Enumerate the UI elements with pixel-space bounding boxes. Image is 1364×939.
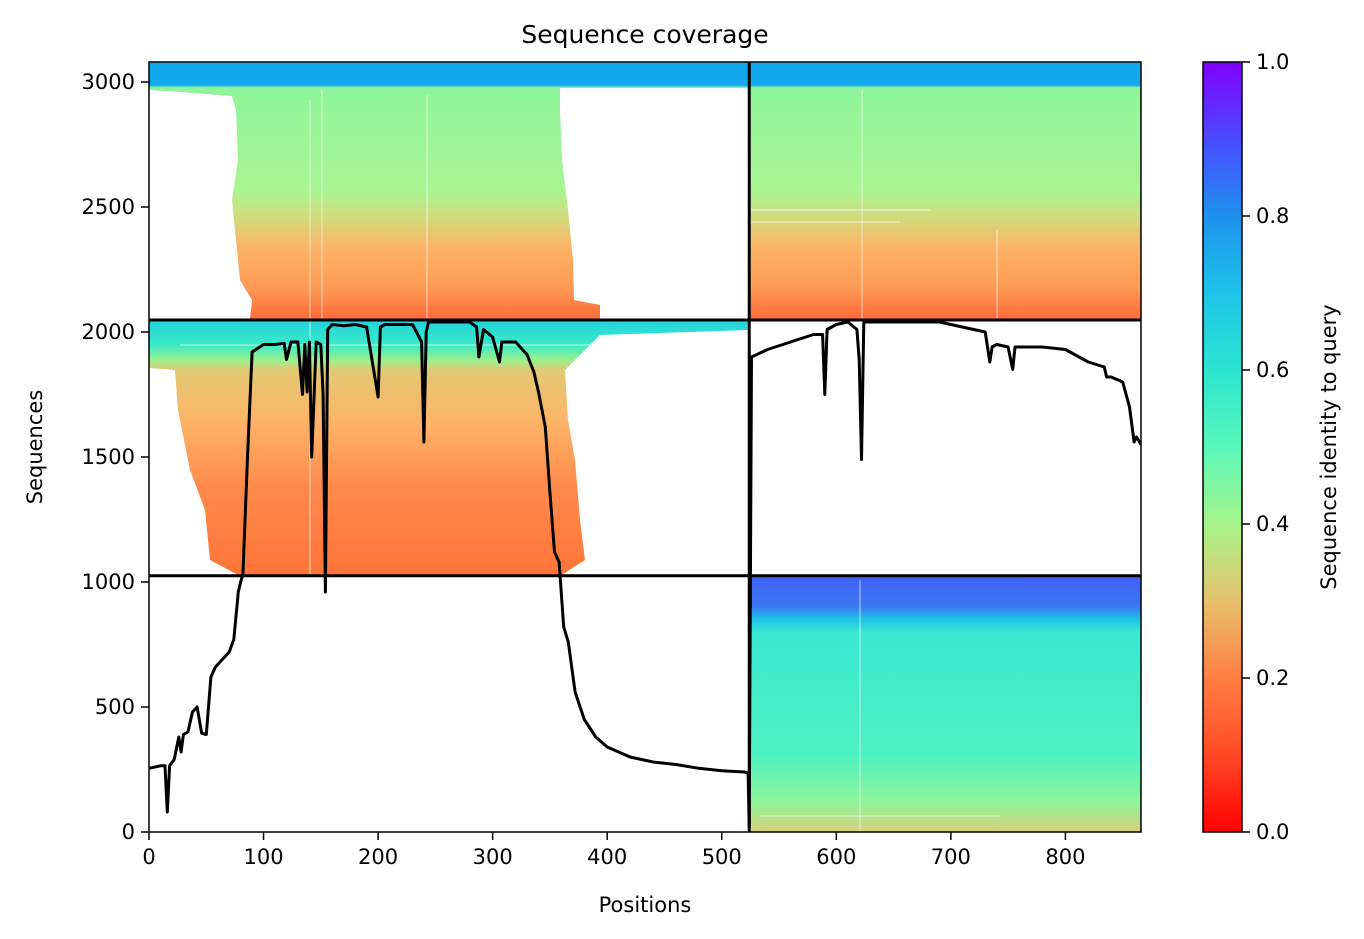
y-axis-label: Sequences [23,390,47,505]
y-tick-label: 2500 [82,195,135,219]
heatmap-block-ba [149,319,748,576]
x-axis: 0 100 200 300 400 500 600 700 800 [142,832,1085,869]
colorbar-tick-label: 0.2 [1256,666,1289,690]
x-tick-label: 500 [702,845,742,869]
colorbar-tick-label: 0.4 [1256,512,1289,536]
x-tick-label: 100 [244,845,284,869]
y-tick-label: 500 [95,695,135,719]
coverage-line [149,320,1141,829]
colorbar-axis: 0.0 0.2 0.4 0.6 0.8 1.0 [1242,50,1289,844]
colorbar-tick-label: 0.8 [1256,204,1289,228]
x-tick-label: 700 [931,845,971,869]
colorbar [1202,61,1243,833]
x-tick-label: 600 [816,845,856,869]
heatmap-layer [149,62,1141,832]
colorbar-label: Sequence identity to query [1317,304,1341,589]
plot-frame [148,61,1142,833]
x-axis-label: Positions [599,893,692,917]
colorbar-tick-label: 0.6 [1256,358,1289,382]
x-tick-label: 200 [358,845,398,869]
y-tick-label: 2000 [82,320,135,344]
x-tick-label: 400 [587,845,627,869]
heatmap-block-bb [748,576,1141,832]
x-tick-label: 800 [1045,845,1085,869]
y-tick-label: 1000 [82,570,135,594]
x-tick-label: 0 [142,845,155,869]
heatmap-block-ab [748,62,1141,319]
y-tick-label: 0 [122,820,135,844]
y-tick-label: 1500 [82,445,135,469]
y-axis: 0 500 1000 1500 2000 2500 3000 [82,70,149,844]
colorbar-tick-label: 0.0 [1256,820,1289,844]
y-tick-label: 3000 [82,70,135,94]
x-tick-label: 300 [473,845,513,869]
colorbar-tick-label: 1.0 [1256,50,1289,74]
heatmap-block-aa [149,62,748,319]
chart-title: Sequence coverage [521,20,768,49]
